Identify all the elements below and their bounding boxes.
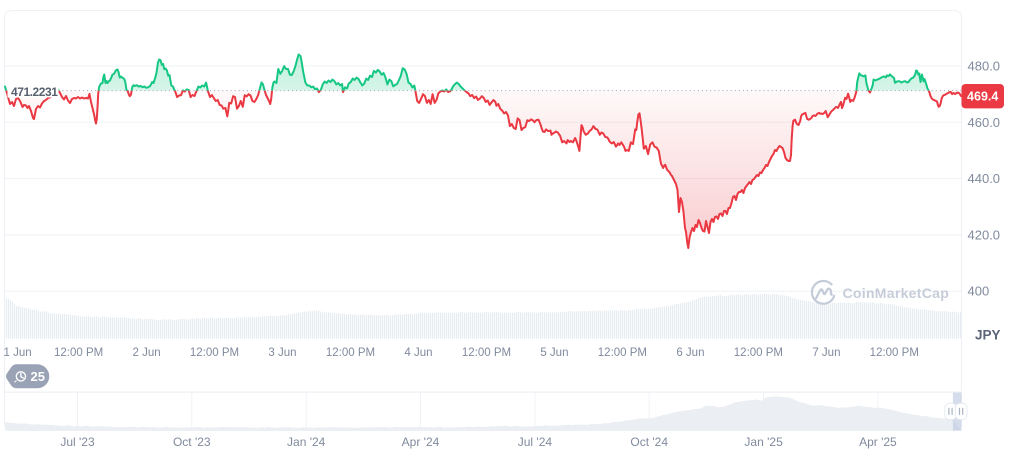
svg-text:Apr '25: Apr '25 bbox=[859, 435, 897, 449]
svg-text:480.0: 480.0 bbox=[968, 59, 1001, 74]
svg-text:Oct '23: Oct '23 bbox=[173, 435, 211, 449]
svg-text:JPY: JPY bbox=[975, 328, 1001, 343]
svg-text:5 Jun: 5 Jun bbox=[540, 347, 568, 359]
svg-text:420.0: 420.0 bbox=[968, 227, 1001, 242]
svg-text:12:00 PM: 12:00 PM bbox=[870, 347, 919, 359]
svg-text:12:00 PM: 12:00 PM bbox=[598, 347, 647, 359]
svg-text:12:00 PM: 12:00 PM bbox=[326, 347, 375, 359]
svg-text:25: 25 bbox=[31, 369, 45, 384]
svg-text:12:00 PM: 12:00 PM bbox=[54, 347, 103, 359]
svg-text:12:00 PM: 12:00 PM bbox=[190, 347, 239, 359]
svg-text:Jul '24: Jul '24 bbox=[518, 435, 553, 449]
svg-text:7 Jun: 7 Jun bbox=[812, 347, 840, 359]
svg-text:Oct '24: Oct '24 bbox=[630, 435, 668, 449]
svg-text:Jan '24: Jan '24 bbox=[287, 435, 326, 449]
svg-text:Jan '25: Jan '25 bbox=[744, 435, 783, 449]
svg-text:400: 400 bbox=[968, 284, 990, 299]
svg-text:469.4: 469.4 bbox=[967, 90, 998, 104]
svg-text:12:00 PM: 12:00 PM bbox=[462, 347, 511, 359]
svg-text:3 Jun: 3 Jun bbox=[268, 347, 296, 359]
svg-text:Jul '23: Jul '23 bbox=[60, 435, 95, 449]
svg-text:2 Jun: 2 Jun bbox=[133, 347, 161, 359]
svg-text:CoinMarketCap: CoinMarketCap bbox=[843, 285, 950, 301]
svg-text:440.0: 440.0 bbox=[968, 171, 1001, 186]
svg-text:Apr '24: Apr '24 bbox=[402, 435, 440, 449]
svg-text:1 Jun: 1 Jun bbox=[4, 347, 32, 359]
svg-text:6 Jun: 6 Jun bbox=[676, 347, 704, 359]
svg-text:4 Jun: 4 Jun bbox=[404, 347, 432, 359]
svg-text:471.2231: 471.2231 bbox=[11, 85, 58, 99]
svg-text:12:00 PM: 12:00 PM bbox=[734, 347, 783, 359]
svg-text:460.0: 460.0 bbox=[968, 115, 1001, 130]
